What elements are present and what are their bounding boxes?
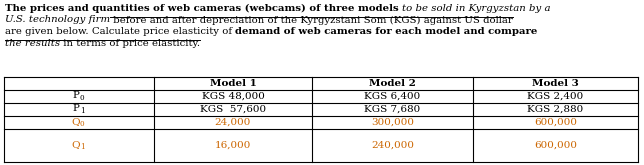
Text: KGS  57,600: KGS 57,600: [200, 105, 266, 114]
Text: 300,000: 300,000: [371, 118, 414, 127]
Text: Q: Q: [71, 117, 80, 126]
Text: before and after depreciation of the Kyrgyzstani Som (KGS) against US dollar: before and after depreciation of the Kyr…: [110, 16, 513, 25]
Text: Model 2: Model 2: [369, 79, 416, 88]
Text: the results: the results: [5, 38, 60, 48]
Text: KGS 7,680: KGS 7,680: [365, 105, 421, 114]
Text: KGS 2,400: KGS 2,400: [527, 92, 583, 101]
Text: Q: Q: [71, 140, 80, 149]
Text: U.S. technology firm: U.S. technology firm: [5, 16, 110, 24]
Text: are given below. Calculate price elasticity of: are given below. Calculate price elastic…: [5, 27, 235, 36]
Text: 1: 1: [80, 107, 84, 115]
Text: KGS 48,000: KGS 48,000: [202, 92, 265, 101]
Text: 1: 1: [80, 143, 84, 151]
Text: 0: 0: [80, 120, 84, 128]
Text: 600,000: 600,000: [534, 141, 577, 150]
Text: KGS 2,880: KGS 2,880: [527, 105, 583, 114]
Text: Model 1: Model 1: [209, 79, 256, 88]
Text: P: P: [73, 91, 79, 100]
Text: KGS 6,400: KGS 6,400: [365, 92, 421, 101]
Text: Model 3: Model 3: [532, 79, 579, 88]
Text: in terms of price elasticity.: in terms of price elasticity.: [60, 38, 200, 48]
Text: 600,000: 600,000: [534, 118, 577, 127]
Text: demand of web cameras for each model and compare: demand of web cameras for each model and…: [235, 27, 538, 36]
Text: 0: 0: [80, 94, 84, 102]
Text: 240,000: 240,000: [371, 141, 414, 150]
Text: P: P: [73, 104, 79, 113]
Text: The prices and quantities of web cameras (webcams) of three models: The prices and quantities of web cameras…: [5, 4, 402, 13]
Text: 24,000: 24,000: [215, 118, 251, 127]
Text: 16,000: 16,000: [215, 141, 251, 150]
Text: to be sold in Kyrgyzstan by a: to be sold in Kyrgyzstan by a: [402, 4, 551, 13]
